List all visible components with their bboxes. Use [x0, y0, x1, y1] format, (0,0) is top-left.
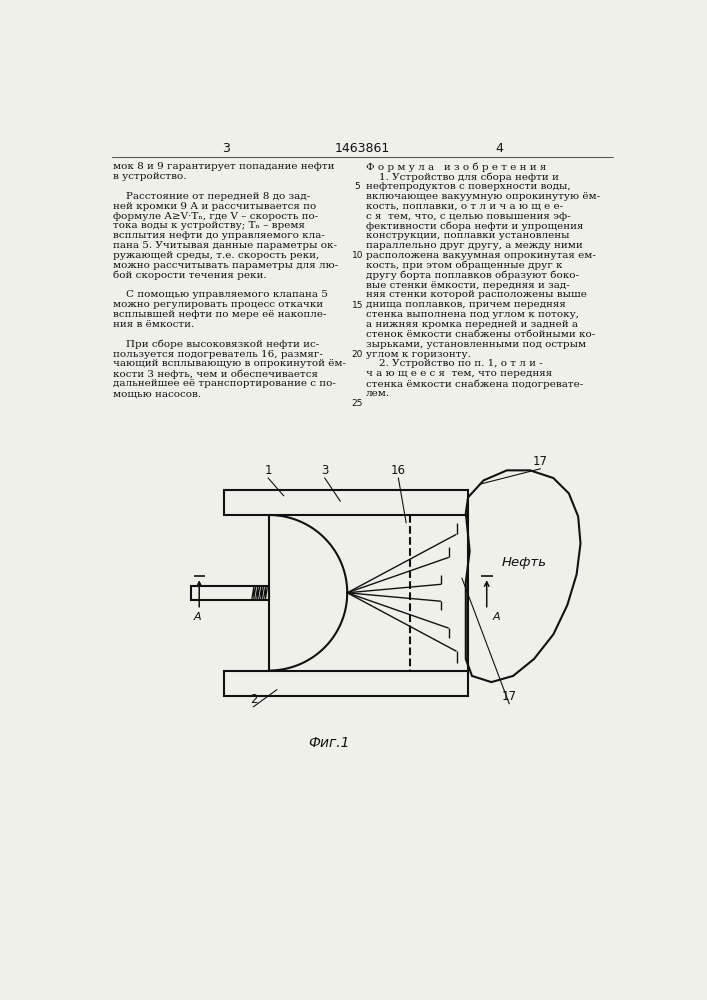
Bar	[224, 490, 468, 515]
Text: пана 5. Учитывая данные параметры ок-: пана 5. Учитывая данные параметры ок-	[113, 241, 337, 250]
Text: С помощью управляемого клапана 5: С помощью управляемого клапана 5	[113, 290, 328, 299]
Text: 1463861: 1463861	[334, 142, 390, 155]
Text: 15: 15	[351, 301, 363, 310]
Text: Ф о р м у л а   и з о б р е т е н и я: Ф о р м у л а и з о б р е т е н и я	[366, 162, 547, 172]
Text: A: A	[194, 612, 201, 622]
Text: днища поплавков, причем передняя: днища поплавков, причем передняя	[366, 300, 566, 309]
Text: можно регулировать процесс откачки: можно регулировать процесс откачки	[113, 300, 323, 309]
Text: включающее вакуумную опрокинутую ём-: включающее вакуумную опрокинутую ём-	[366, 192, 600, 201]
Text: расположена вакуумная опрокинутая ем-: расположена вакуумная опрокинутая ем-	[366, 251, 596, 260]
Text: дальнейшее её транспортирование с по-: дальнейшее её транспортирование с по-	[113, 379, 336, 388]
Text: Нефть: Нефть	[501, 556, 547, 569]
Text: стенок ёмкости снабжены отбойными ко-: стенок ёмкости снабжены отбойными ко-	[366, 330, 595, 339]
Bar	[192, 586, 269, 600]
Text: мок 8 и 9 гарантирует попадание нефти: мок 8 и 9 гарантирует попадание нефти	[113, 162, 334, 171]
Text: всплывшей нефти по мере её накопле-: всплывшей нефти по мере её накопле-	[113, 310, 327, 319]
Text: При сборе высоковязкой нефти ис-: При сборе высоковязкой нефти ис-	[113, 340, 320, 349]
Text: параллельно друг другу, а между ними: параллельно друг другу, а между ними	[366, 241, 583, 250]
Text: 3: 3	[221, 142, 230, 155]
Text: ружающей среды, т.е. скорость реки,: ружающей среды, т.е. скорость реки,	[113, 251, 320, 260]
Text: 3: 3	[321, 464, 329, 477]
Text: в устройство.: в устройство.	[113, 172, 187, 181]
Text: 1. Устройство для сбора нефти и: 1. Устройство для сбора нефти и	[366, 172, 559, 182]
Text: тока воды к устройству; Tₙ – время: тока воды к устройству; Tₙ – время	[113, 221, 305, 230]
Text: 2. Устройство по п. 1, о т л и -: 2. Устройство по п. 1, о т л и -	[366, 359, 542, 368]
Text: мощью насосов.: мощью насосов.	[113, 389, 201, 398]
Text: 4: 4	[495, 142, 503, 155]
Text: 5: 5	[354, 182, 360, 191]
Text: кость, поплавки, о т л и ч а ю щ е е-: кость, поплавки, о т л и ч а ю щ е е-	[366, 202, 563, 211]
Text: фективности сбора нефти и упрощения: фективности сбора нефти и упрощения	[366, 221, 583, 231]
Text: чающий всплывающую в опрокинутой ём-: чающий всплывающую в опрокинутой ём-	[113, 359, 346, 368]
Text: 17: 17	[532, 455, 548, 468]
Text: зырьками, установленными под острым: зырьками, установленными под острым	[366, 340, 586, 349]
Text: стенка выполнена под углом к потоку,: стенка выполнена под углом к потоку,	[366, 310, 579, 319]
Text: няя стенки которой расположены выше: няя стенки которой расположены выше	[366, 290, 587, 299]
Text: Расстояние от передней 8 до зад-: Расстояние от передней 8 до зад-	[113, 192, 310, 201]
Text: ней кромки 9 А и рассчитывается по: ней кромки 9 А и рассчитывается по	[113, 202, 317, 211]
Text: бой скорости течения реки.: бой скорости течения реки.	[113, 271, 267, 280]
Text: ч а ю щ е е с я  тем, что передняя: ч а ю щ е е с я тем, что передняя	[366, 369, 552, 378]
Text: а нижняя кромка передней и задней а: а нижняя кромка передней и задней а	[366, 320, 578, 329]
Bar	[224, 671, 468, 696]
Text: пользуется подогреватель 16, размяг-: пользуется подогреватель 16, размяг-	[113, 350, 323, 359]
Text: нефтепродуктов с поверхности воды,: нефтепродуктов с поверхности воды,	[366, 182, 571, 191]
Text: стенка ёмкости снабжена подогревате-: стенка ёмкости снабжена подогревате-	[366, 379, 583, 389]
Text: 20: 20	[351, 350, 363, 359]
Text: 1: 1	[264, 464, 272, 477]
Text: 10: 10	[351, 251, 363, 260]
Text: кость, при этом обращенные друг к: кость, при этом обращенные друг к	[366, 261, 562, 270]
Text: 25: 25	[351, 399, 363, 408]
Text: вые стенки ёмкости, передняя и зад-: вые стенки ёмкости, передняя и зад-	[366, 281, 570, 290]
Text: углом к горизонту.: углом к горизонту.	[366, 350, 471, 359]
Text: конструкции, поплавки установлены: конструкции, поплавки установлены	[366, 231, 569, 240]
Text: Фиг.1: Фиг.1	[308, 736, 349, 750]
Text: другу борта поплавков образуют боко-: другу борта поплавков образуют боко-	[366, 271, 579, 280]
Text: 16: 16	[391, 464, 406, 477]
Text: 17: 17	[502, 690, 517, 703]
Text: всплытия нефти до управляемого кла-: всплытия нефти до управляемого кла-	[113, 231, 325, 240]
Text: ния в ёмкости.: ния в ёмкости.	[113, 320, 194, 329]
Text: A: A	[493, 612, 501, 622]
Text: с я  тем, что, с целью повышения эф-: с я тем, что, с целью повышения эф-	[366, 212, 571, 221]
Text: формуле A≥V·Tₙ, где V – скорость по-: формуле A≥V·Tₙ, где V – скорость по-	[113, 212, 318, 221]
Text: лем.: лем.	[366, 389, 390, 398]
Text: 2: 2	[250, 693, 257, 706]
Text: можно рассчитывать параметры для лю-: можно рассчитывать параметры для лю-	[113, 261, 339, 270]
Text: кости 3 нефть, чем и обеспечивается: кости 3 нефть, чем и обеспечивается	[113, 369, 318, 379]
